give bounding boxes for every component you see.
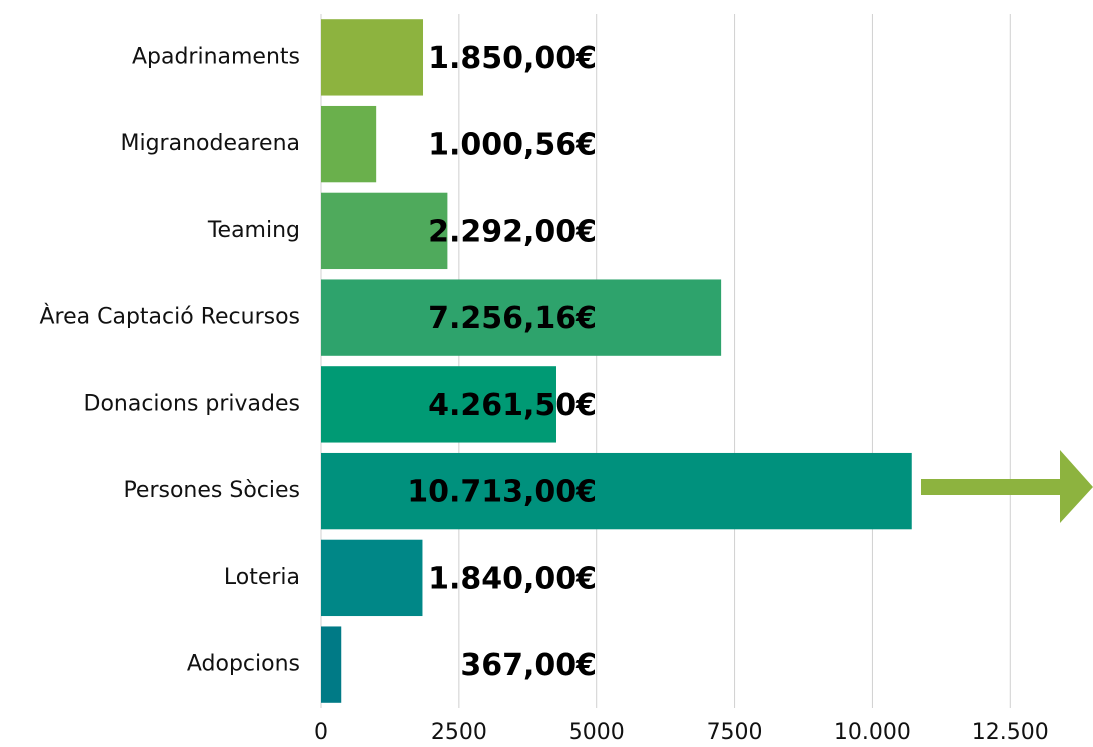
- value-label: 1.000,56€: [428, 128, 597, 163]
- value-label: 367,00€: [460, 648, 597, 683]
- category-label: Teaming: [207, 218, 300, 243]
- x-tick-label: 7500: [707, 720, 763, 745]
- value-label: 7.256,16€: [428, 301, 597, 336]
- value-label: 4.261,50€: [428, 388, 597, 423]
- category-label: Migranodearena: [121, 131, 301, 156]
- value-label: 2.292,00€: [428, 214, 597, 249]
- bar: [321, 19, 424, 96]
- x-tick-label: 2500: [431, 720, 487, 745]
- category-label: Àrea Captació Recursos: [40, 304, 301, 330]
- bar: [321, 366, 556, 443]
- bar: [321, 452, 912, 530]
- bar: [321, 279, 722, 356]
- bar: [321, 105, 377, 183]
- x-tick-label: 5000: [569, 720, 625, 745]
- value-label: 10.713,00€: [407, 475, 597, 510]
- arrow: [921, 450, 1093, 523]
- category-label: Loteria: [224, 565, 300, 590]
- x-tick-label: 0: [314, 720, 328, 745]
- category-label: Apadrinaments: [132, 44, 300, 69]
- category-label: Adopcions: [187, 652, 300, 677]
- category-label: Persones Sòcies: [123, 478, 300, 503]
- x-tick-label: 12.500: [972, 720, 1049, 745]
- bar: [321, 539, 423, 617]
- value-label: 1.840,00€: [428, 561, 597, 596]
- bar: [321, 626, 342, 703]
- category-label: Donacions privades: [84, 391, 300, 416]
- bar: [321, 192, 448, 270]
- value-label: 1.850,00€: [428, 41, 597, 76]
- x-tick-label: 10.000: [834, 720, 911, 745]
